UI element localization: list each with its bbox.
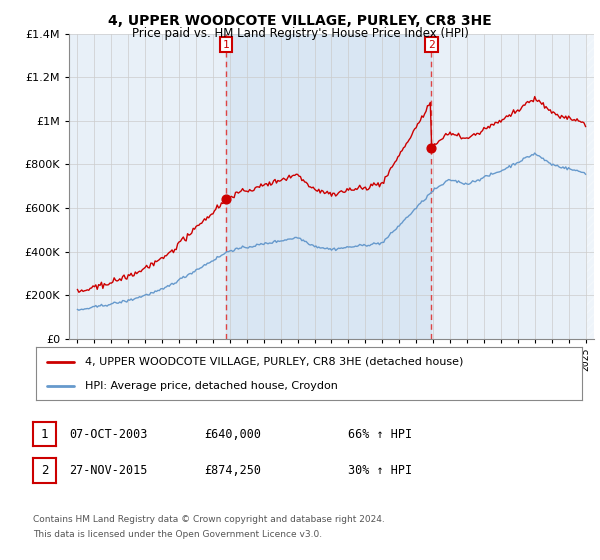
Bar: [226, 34, 431, 339]
Text: 4, UPPER WOODCOTE VILLAGE, PURLEY, CR8 3HE (detached house): 4, UPPER WOODCOTE VILLAGE, PURLEY, CR8 3…: [85, 357, 464, 367]
Text: Contains HM Land Registry data © Crown copyright and database right 2024.: Contains HM Land Registry data © Crown c…: [33, 515, 385, 524]
Text: £874,250: £874,250: [204, 464, 261, 477]
Text: 2: 2: [428, 40, 435, 50]
Text: 2: 2: [41, 464, 48, 477]
Text: 4, UPPER WOODCOTE VILLAGE, PURLEY, CR8 3HE: 4, UPPER WOODCOTE VILLAGE, PURLEY, CR8 3…: [108, 14, 492, 28]
Text: £640,000: £640,000: [204, 427, 261, 441]
Text: 07-OCT-2003: 07-OCT-2003: [69, 427, 148, 441]
Text: Price paid vs. HM Land Registry's House Price Index (HPI): Price paid vs. HM Land Registry's House …: [131, 27, 469, 40]
Text: 27-NOV-2015: 27-NOV-2015: [69, 464, 148, 477]
Text: 66% ↑ HPI: 66% ↑ HPI: [348, 427, 412, 441]
Text: 30% ↑ HPI: 30% ↑ HPI: [348, 464, 412, 477]
Text: HPI: Average price, detached house, Croydon: HPI: Average price, detached house, Croy…: [85, 381, 338, 391]
Text: 1: 1: [223, 40, 229, 50]
Text: This data is licensed under the Open Government Licence v3.0.: This data is licensed under the Open Gov…: [33, 530, 322, 539]
Point: [427, 144, 436, 153]
Text: 1: 1: [41, 427, 48, 441]
Point: [221, 195, 231, 204]
Bar: [586, 34, 594, 339]
